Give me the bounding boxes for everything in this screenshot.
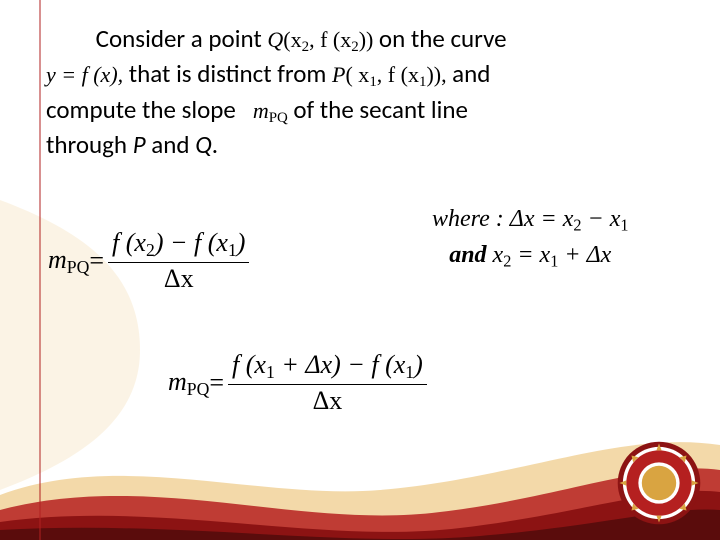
expr-Q: Q(x2, f (x2)) [267, 27, 379, 52]
text-compute: compute the slope [46, 94, 236, 125]
institution-seal-icon [616, 440, 702, 526]
main-paragraph: Consider a point Q(x2, f (x2)) on the cu… [46, 22, 674, 162]
text-on-curve: on the curve [379, 23, 507, 54]
text-distinct: that is distinct from [129, 58, 327, 89]
text-consider: Consider a point [96, 23, 262, 54]
italic-Q: Q [195, 129, 212, 160]
slide-content: Consider a point Q(x2, f (x2)) on the cu… [0, 0, 720, 540]
expr-P: P( x1, f (x1)), [332, 62, 452, 87]
text-secant: of the secant line [293, 94, 468, 125]
expr-y: y = f (x), [46, 62, 123, 87]
text-period: . [212, 129, 218, 160]
text-and2: and [146, 129, 196, 160]
text-through: through [46, 129, 133, 160]
text-and: and [452, 58, 490, 89]
expr-mPQ: mPQ [253, 98, 294, 123]
italic-P: P [133, 129, 146, 160]
